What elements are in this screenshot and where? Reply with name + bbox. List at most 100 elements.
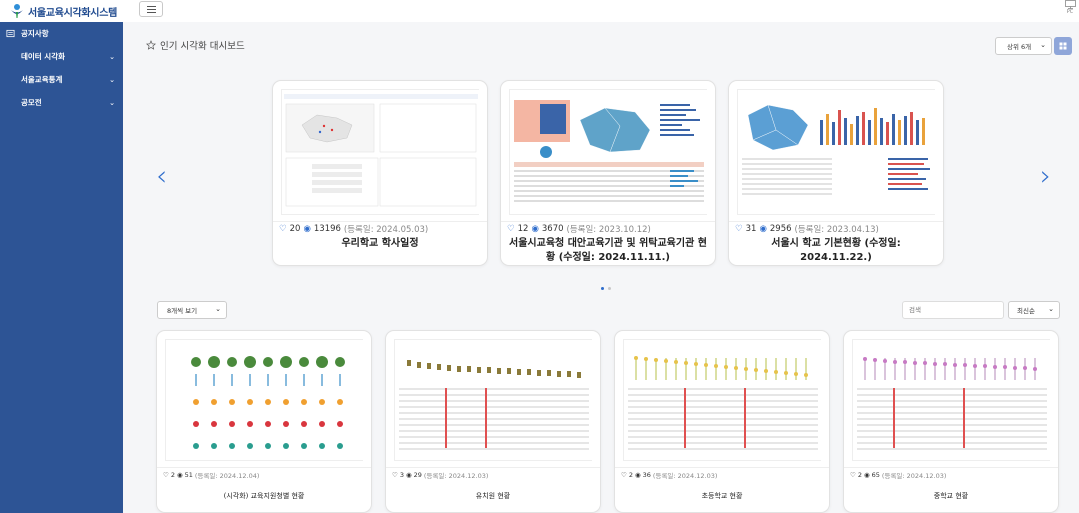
card-meta: ♡ 2 ◉ 51 (등록일: 2024.12.04) bbox=[157, 467, 371, 481]
heart-icon[interactable]: ♡ bbox=[850, 470, 856, 479]
sidebar-item-notice[interactable]: 공지사항 bbox=[0, 22, 123, 45]
eye-icon: ◉ bbox=[759, 224, 767, 234]
card-title[interactable]: 우리학교 학사일정 bbox=[341, 238, 419, 249]
chevron-down-icon: ⌄ bbox=[109, 52, 115, 61]
sidebar-item-data-visualization[interactable]: 데이터 시각화 ⌄ bbox=[0, 45, 123, 68]
dashboard-card[interactable]: ♡ 3 ◉ 29 (등록일: 2024.12.03) 유치원 현황 bbox=[385, 330, 601, 513]
top-bar: PC bbox=[123, 0, 1079, 22]
top-count-value: 상위 6개 bbox=[1007, 43, 1032, 51]
view-count: 65 bbox=[871, 470, 880, 479]
registration-date: (등록일: 2024.12.03) bbox=[423, 471, 489, 480]
card-meta: ♡ 31 ◉ 2956 (등록일: 2023.04.13) bbox=[729, 221, 943, 236]
popular-card[interactable]: ♡ 31 ◉ 2956 (등록일: 2023.04.13) 서울시 학교 기본현… bbox=[728, 80, 944, 266]
dashboard-thumbnail bbox=[281, 89, 480, 215]
notice-icon bbox=[6, 29, 15, 38]
like-count: 3 bbox=[399, 470, 404, 479]
grid-icon bbox=[1059, 42, 1067, 50]
sidebar: 서울교육시각화시스템 공지사항 데이터 시각화 ⌄ 서울교육통계 ⌄ 공모전 ⌄ bbox=[0, 0, 123, 513]
popular-section-title: 인기 시각화 대시보드 bbox=[146, 38, 245, 52]
page-size-value: 8개씩 보기 bbox=[167, 307, 198, 315]
like-count: 2 bbox=[170, 470, 175, 479]
search-input[interactable] bbox=[902, 301, 1004, 319]
monitor-icon bbox=[1064, 0, 1076, 9]
pagination-dot[interactable] bbox=[601, 287, 604, 290]
menu-toggle-button[interactable] bbox=[139, 1, 163, 17]
heart-icon[interactable]: ♡ bbox=[735, 224, 743, 234]
sort-select[interactable]: 최신순 ⌄ bbox=[1008, 301, 1060, 319]
page-size-select[interactable]: 8개씩 보기 ⌄ bbox=[157, 301, 227, 319]
dashboard-thumbnail bbox=[509, 89, 708, 215]
view-count: 29 bbox=[413, 470, 422, 479]
view-count: 3670 bbox=[541, 224, 564, 234]
logo[interactable]: 서울교육시각화시스템 bbox=[0, 0, 123, 22]
sidebar-item-label: 공모전 bbox=[21, 98, 42, 107]
dashboard-card[interactable]: ♡ 2 ◉ 36 (등록일: 2024.12.03) 초등학교 현황 bbox=[614, 330, 830, 513]
pc-label: PC bbox=[1066, 9, 1074, 15]
popular-title-text: 인기 시각화 대시보드 bbox=[160, 41, 245, 52]
nav-icon-placeholder bbox=[6, 98, 15, 107]
like-count: 12 bbox=[517, 224, 529, 234]
logo-icon bbox=[11, 4, 23, 18]
heart-icon[interactable]: ♡ bbox=[163, 470, 169, 479]
card-title[interactable]: 서울시교육청 대안교육기관 및 위탁교육기관 현황 (수정일: 2024.11.… bbox=[509, 238, 707, 263]
sidebar-item-education-statistics[interactable]: 서울교육통계 ⌄ bbox=[0, 68, 123, 91]
dashboard-card[interactable]: ♡ 2 ◉ 65 (등록일: 2024.12.03) 중학교 현황 bbox=[843, 330, 1059, 513]
logo-text: 서울교육시각화시스템 bbox=[28, 7, 118, 19]
eye-icon: ◉ bbox=[176, 470, 183, 479]
view-count: 36 bbox=[642, 470, 651, 479]
chevron-down-icon: ⌄ bbox=[109, 98, 115, 107]
chevron-down-icon: ⌄ bbox=[109, 75, 115, 84]
like-count: 31 bbox=[745, 224, 757, 234]
sidebar-item-label: 공지사항 bbox=[21, 29, 49, 38]
card-meta: ♡ 2 ◉ 36 (등록일: 2024.12.03) bbox=[615, 467, 829, 481]
view-count: 13196 bbox=[313, 224, 341, 234]
dashboard-thumbnail bbox=[165, 339, 364, 461]
heart-icon[interactable]: ♡ bbox=[507, 224, 515, 234]
grid-view-button[interactable] bbox=[1054, 37, 1072, 55]
sidebar-item-label: 서울교육통계 bbox=[21, 75, 63, 84]
view-count: 2956 bbox=[769, 224, 792, 234]
view-count: 51 bbox=[184, 470, 193, 479]
like-count: 20 bbox=[289, 224, 301, 234]
eye-icon: ◉ bbox=[405, 470, 412, 479]
registration-date: (등록일: 2023.04.13) bbox=[794, 225, 879, 235]
nav-icon-placeholder bbox=[6, 75, 15, 84]
chevron-down-icon: ⌄ bbox=[1048, 305, 1054, 313]
card-title[interactable]: 초등학교 현황 bbox=[701, 492, 743, 500]
heart-icon[interactable]: ♡ bbox=[392, 470, 398, 479]
hamburger-icon-line bbox=[146, 5, 156, 7]
pagination-dot[interactable] bbox=[608, 287, 611, 290]
card-meta: ♡ 2 ◉ 65 (등록일: 2024.12.03) bbox=[844, 467, 1058, 481]
carousel-prev-button[interactable]: ‹ bbox=[156, 159, 168, 192]
dashboard-thumbnail bbox=[394, 339, 593, 461]
registration-date: (등록일: 2023.10.12) bbox=[566, 225, 651, 235]
card-title[interactable]: 유치원 현황 bbox=[475, 492, 511, 500]
hamburger-icon-line bbox=[146, 11, 156, 13]
registration-date: (등록일: 2024.12.04) bbox=[194, 471, 260, 480]
registration-date: (등록일: 2024.12.03) bbox=[881, 471, 947, 480]
card-meta: ♡ 12 ◉ 3670 (등록일: 2023.10.12) bbox=[501, 221, 715, 236]
card-title[interactable]: 중학교 현황 bbox=[933, 492, 969, 500]
carousel-pagination bbox=[601, 287, 611, 290]
registration-date: (등록일: 2024.12.03) bbox=[652, 471, 718, 480]
chevron-down-icon: ⌄ bbox=[1040, 41, 1046, 49]
carousel-next-button[interactable]: › bbox=[1040, 159, 1052, 192]
like-count: 2 bbox=[857, 470, 862, 479]
popular-card[interactable]: ♡ 20 ◉ 13196 (등록일: 2024.05.03) 우리학교 학사일정 bbox=[272, 80, 488, 266]
hamburger-icon-line bbox=[146, 8, 156, 10]
card-title[interactable]: (시각화) 교육지원청별 현황 bbox=[223, 492, 305, 500]
sidebar-item-contest[interactable]: 공모전 ⌄ bbox=[0, 91, 123, 114]
heart-icon[interactable]: ♡ bbox=[621, 470, 627, 479]
dashboard-thumbnail bbox=[737, 89, 936, 215]
heart-icon[interactable]: ♡ bbox=[279, 224, 287, 234]
popular-card[interactable]: ♡ 12 ◉ 3670 (등록일: 2023.10.12) 서울시교육청 대안교… bbox=[500, 80, 716, 266]
sidebar-item-label: 데이터 시각화 bbox=[21, 52, 66, 61]
chevron-down-icon: ⌄ bbox=[215, 305, 221, 313]
eye-icon: ◉ bbox=[531, 224, 539, 234]
top-count-select[interactable]: 상위 6개 ⌄ bbox=[995, 37, 1052, 55]
card-title[interactable]: 서울시 학교 기본현황 (수정일: 2024.11.22.) bbox=[771, 238, 901, 263]
dashboard-card[interactable]: ♡ 2 ◉ 51 (등록일: 2024.12.04) (시각화) 교육지원청별 … bbox=[156, 330, 372, 513]
eye-icon: ◉ bbox=[303, 224, 311, 234]
pc-view-toggle[interactable]: PC bbox=[1063, 0, 1077, 15]
registration-date: (등록일: 2024.05.03) bbox=[343, 225, 429, 235]
